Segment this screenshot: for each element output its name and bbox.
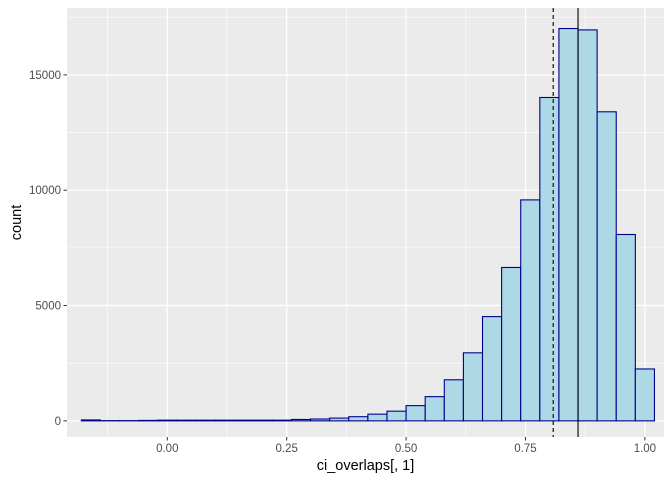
histogram-bar: [310, 418, 331, 422]
histogram-bar: [501, 266, 522, 422]
histogram-bar: [290, 418, 312, 422]
histogram-bar: [233, 419, 254, 422]
histogram-bar: [424, 396, 445, 422]
histogram-bar: [443, 379, 464, 422]
y-axis-ticks: 0 5000 10000 15000: [29, 70, 67, 428]
histogram-bar: [386, 410, 407, 422]
histogram-bar: [252, 419, 273, 422]
histogram-bar: [462, 352, 484, 422]
histogram-bar: [539, 96, 560, 422]
y-tick-label: 0: [55, 416, 61, 428]
histogram-bar: [80, 419, 101, 422]
histogram-bar: [271, 419, 293, 422]
x-tick-label: 0.25: [276, 443, 298, 455]
x-axis-title: ci_overlaps[, 1]: [317, 458, 415, 474]
histogram-bar: [577, 29, 598, 422]
y-tick-label: 15000: [29, 70, 61, 82]
reference-lines: [552, 8, 579, 437]
histogram-bar: [481, 316, 503, 422]
x-tick-label: 1.00: [634, 443, 656, 455]
histogram-bar: [176, 419, 197, 422]
histogram-bar: [367, 413, 388, 422]
x-tick-label: 0.50: [395, 443, 417, 455]
y-tick-label: 5000: [35, 301, 61, 313]
y-axis-title: count: [9, 205, 25, 240]
x-tick-label: 0.75: [514, 443, 536, 455]
histogram-bar: [615, 233, 636, 422]
y-tick-label: 10000: [29, 185, 61, 197]
x-tick-label: 0.00: [156, 443, 178, 455]
histogram-bar: [348, 416, 369, 422]
histogram-bar: [195, 419, 216, 422]
histogram-bar: [405, 405, 426, 422]
histogram-bar: [214, 419, 235, 422]
histogram-bar: [558, 27, 579, 422]
histogram-bar: [520, 199, 541, 422]
histogram-bar: [329, 417, 350, 422]
histogram-bar: [634, 368, 655, 422]
histogram-bar: [596, 111, 617, 422]
histogram-bar: [157, 419, 178, 422]
x-axis-ticks: 0.00 0.25 0.50 0.75 1.00: [156, 437, 656, 455]
histogram-bars: [80, 27, 655, 422]
